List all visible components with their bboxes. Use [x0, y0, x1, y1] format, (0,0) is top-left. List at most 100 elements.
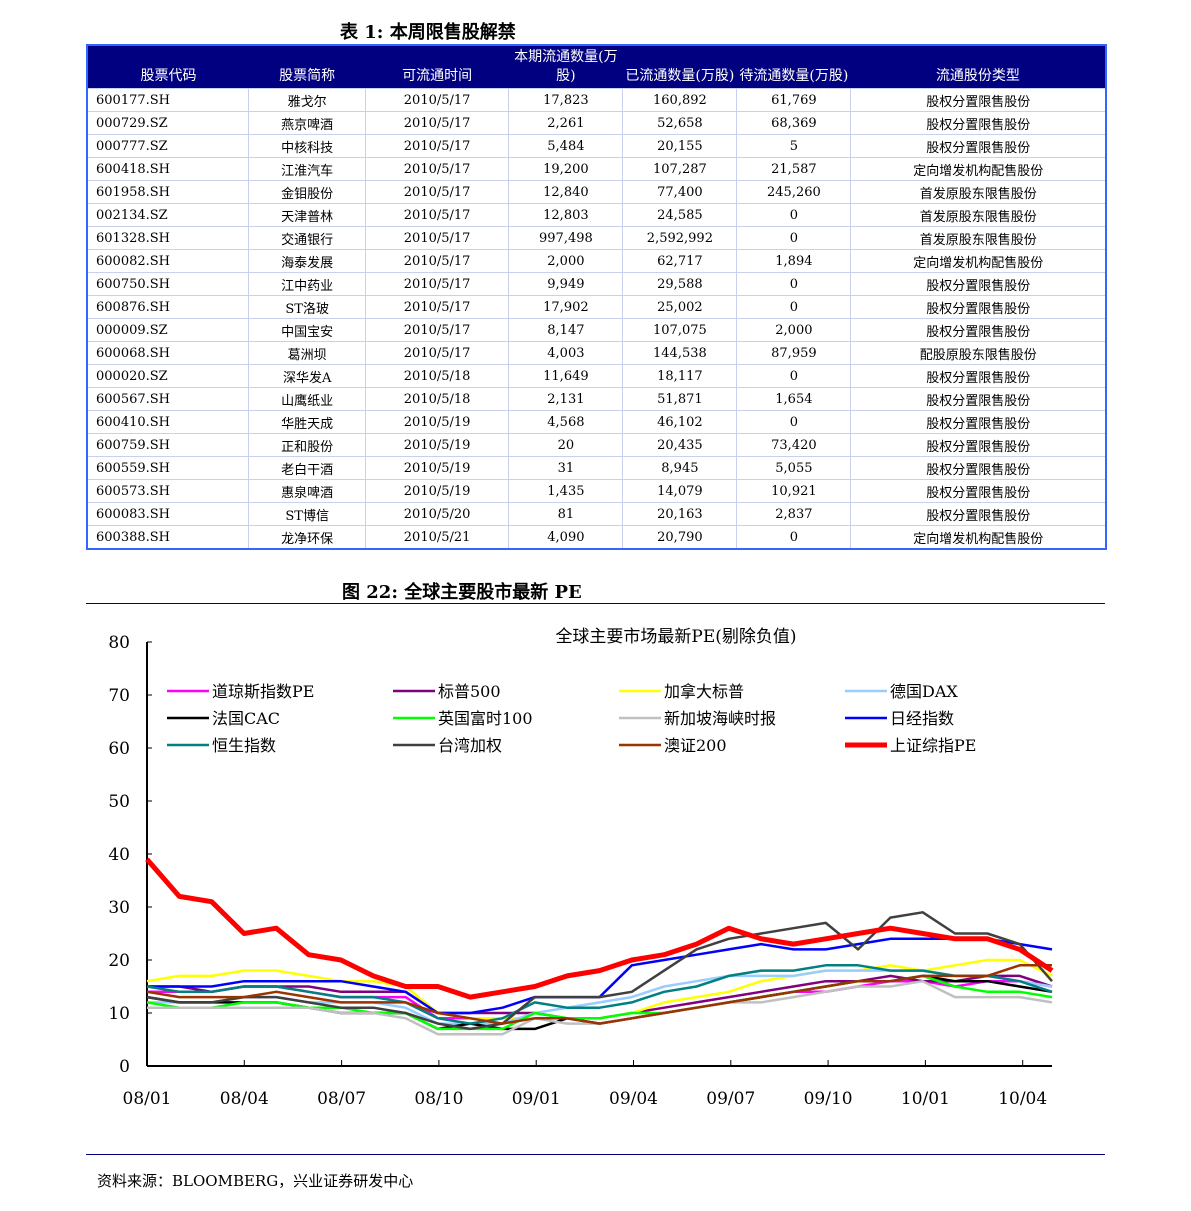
table-cell: 61,769: [736, 88, 852, 112]
table-cell: 14,079: [622, 479, 738, 503]
series-line: [146, 964, 1053, 1025]
column-header: 本期流通数量(万股): [508, 45, 623, 89]
table-cell: 股权分置限售股份: [850, 456, 1107, 480]
column-header: 股票简称: [248, 45, 366, 89]
table-row: 000009.SZ 中国宝安 2010/5/17 8,147 107,075 2,000 股…: [86, 318, 1107, 342]
y-tick-label: 60: [108, 739, 130, 759]
table-cell: 首发原股东限售股份: [850, 203, 1107, 227]
table-cell: 交通银行: [248, 226, 366, 250]
table-cell: 600750.SH: [86, 272, 250, 296]
table-cell: 股权分置限售股份: [850, 134, 1107, 158]
legend-label: 英国富时100: [438, 709, 533, 728]
figure-top-rule: [86, 603, 1105, 604]
x-tick-label: 10/04: [998, 1089, 1047, 1109]
table-cell: 天津普林: [248, 203, 366, 227]
table-cell: 600177.SH: [86, 88, 250, 112]
table-cell: 0: [736, 364, 852, 388]
table-cell: 1,435: [508, 479, 624, 503]
table-row: 002134.SZ 天津普林 2010/5/17 12,803 24,585 0 首发原股东…: [86, 203, 1107, 227]
table-cell: 5,055: [736, 456, 852, 480]
table-cell: 600876.SH: [86, 295, 250, 319]
table-cell: 601328.SH: [86, 226, 250, 250]
table-cell: 2010/5/17: [364, 318, 510, 342]
table-row: 600559.SH 老白干酒 2010/5/19 31 8,945 5,055 股权分置限售…: [86, 456, 1107, 480]
table-cell: 2,000: [508, 249, 624, 273]
legend-label: 道琼斯指数PE: [212, 682, 314, 701]
y-tick-label: 50: [108, 792, 130, 812]
table-cell: 定向增发机构配售股份: [850, 249, 1107, 273]
column-header: 流通股份类型: [850, 45, 1106, 89]
table-cell: 2010/5/19: [364, 410, 510, 434]
table-cell: 深华发A: [248, 364, 366, 388]
column-header: 可流通时间: [365, 45, 509, 89]
y-tick-label: 70: [108, 686, 130, 706]
x-tick-label: 08/07: [317, 1089, 366, 1109]
table-cell: 12,840: [508, 180, 624, 204]
legend-label: 新加坡海峡时报: [664, 709, 776, 728]
table-cell: 600559.SH: [86, 456, 250, 480]
x-tick-label: 09/01: [512, 1089, 561, 1109]
legend-label: 加拿大标普: [664, 682, 744, 701]
table-cell: 山鹰纸业: [248, 387, 366, 411]
table-cell: 77,400: [622, 180, 738, 204]
table-cell: 2,592,992: [622, 226, 738, 250]
table-cell: 24,585: [622, 203, 738, 227]
table-cell: 000020.SZ: [86, 364, 250, 388]
table-cell: 20,163: [622, 502, 738, 526]
y-tick-label: 30: [108, 898, 130, 918]
table-cell: 2010/5/17: [364, 226, 510, 250]
x-tick-label: 10/01: [901, 1089, 950, 1109]
table-cell: 股权分置限售股份: [850, 364, 1107, 388]
table-cell: 600759.SH: [86, 433, 250, 457]
table-cell: 31: [508, 456, 624, 480]
table-cell: 9,949: [508, 272, 624, 296]
table-cell: 51,871: [622, 387, 738, 411]
column-header: 股票代码: [87, 45, 249, 89]
table-row: 600082.SH 海泰发展 2010/5/17 2,000 62,717 1,894 定向…: [86, 249, 1107, 273]
table-row: 600759.SH 正和股份 2010/5/19 20 20,435 73,420 股权分置…: [86, 433, 1107, 457]
table-cell: 600567.SH: [86, 387, 250, 411]
table-cell: 5: [736, 134, 852, 158]
table-cell: 20,155: [622, 134, 738, 158]
table-cell: 20: [508, 433, 624, 457]
table-cell: 600068.SH: [86, 341, 250, 365]
table-row: 000777.SZ 中核科技 2010/5/17 5,484 20,155 5 股权分置限售…: [86, 134, 1107, 158]
table-cell: 8,945: [622, 456, 738, 480]
figure-bottom-rule: [86, 1154, 1105, 1155]
x-tick-label: 09/04: [609, 1089, 658, 1109]
x-tick-label: 08/01: [123, 1089, 172, 1109]
table-cell: 2010/5/18: [364, 364, 510, 388]
table-row: 000020.SZ 深华发A 2010/5/18 11,649 18,117 0 股权分置限…: [86, 364, 1107, 388]
table-cell: 2,261: [508, 111, 624, 135]
table-cell: 2010/5/17: [364, 88, 510, 112]
table-cell: 002134.SZ: [86, 203, 250, 227]
table-cell: 股权分置限售股份: [850, 433, 1107, 457]
table-cell: 81: [508, 502, 624, 526]
table-cell: 17,823: [508, 88, 624, 112]
chart-title: 全球主要市场最新PE(剔除负值): [555, 627, 796, 647]
legend-label: 恒生指数: [212, 736, 276, 755]
table-row: 600388.SH 龙净环保 2010/5/21 4,090 20,790 0 定向增发机构…: [86, 525, 1107, 550]
table-cell: 4,090: [508, 525, 624, 550]
table-cell: 2010/5/20: [364, 502, 510, 526]
table-cell: 江淮汽车: [248, 157, 366, 181]
table-cell: 4,003: [508, 341, 624, 365]
y-tick-label: 0: [119, 1057, 130, 1077]
table-cell: 0: [736, 410, 852, 434]
table-cell: 股权分置限售股份: [850, 295, 1107, 319]
y-tick-label: 80: [108, 633, 130, 653]
table-row: 000729.SZ 燕京啤酒 2010/5/17 2,261 52,658 68,369 股…: [86, 111, 1107, 135]
table-cell: 73,420: [736, 433, 852, 457]
table-cell: 燕京啤酒: [248, 111, 366, 135]
table-cell: 600573.SH: [86, 479, 250, 503]
table-cell: 52,658: [622, 111, 738, 135]
legend-label: 日经指数: [890, 709, 954, 728]
x-tick-label: 09/10: [804, 1089, 853, 1109]
column-header: 已流通数量(万股): [622, 45, 737, 89]
table-row: 600750.SH 江中药业 2010/5/17 9,949 29,588 0 股权分置限售…: [86, 272, 1107, 296]
table-cell: 2010/5/18: [364, 387, 510, 411]
table-cell: 000729.SZ: [86, 111, 250, 135]
y-tick-label: 10: [108, 1004, 130, 1024]
legend-label: 上证综指PE: [890, 736, 976, 755]
lockup-release-table: 股票代码 股票简称 可流通时间 本期流通数量(万股) 已流通数量(万股) 待流通数量(万股…: [86, 44, 1107, 550]
